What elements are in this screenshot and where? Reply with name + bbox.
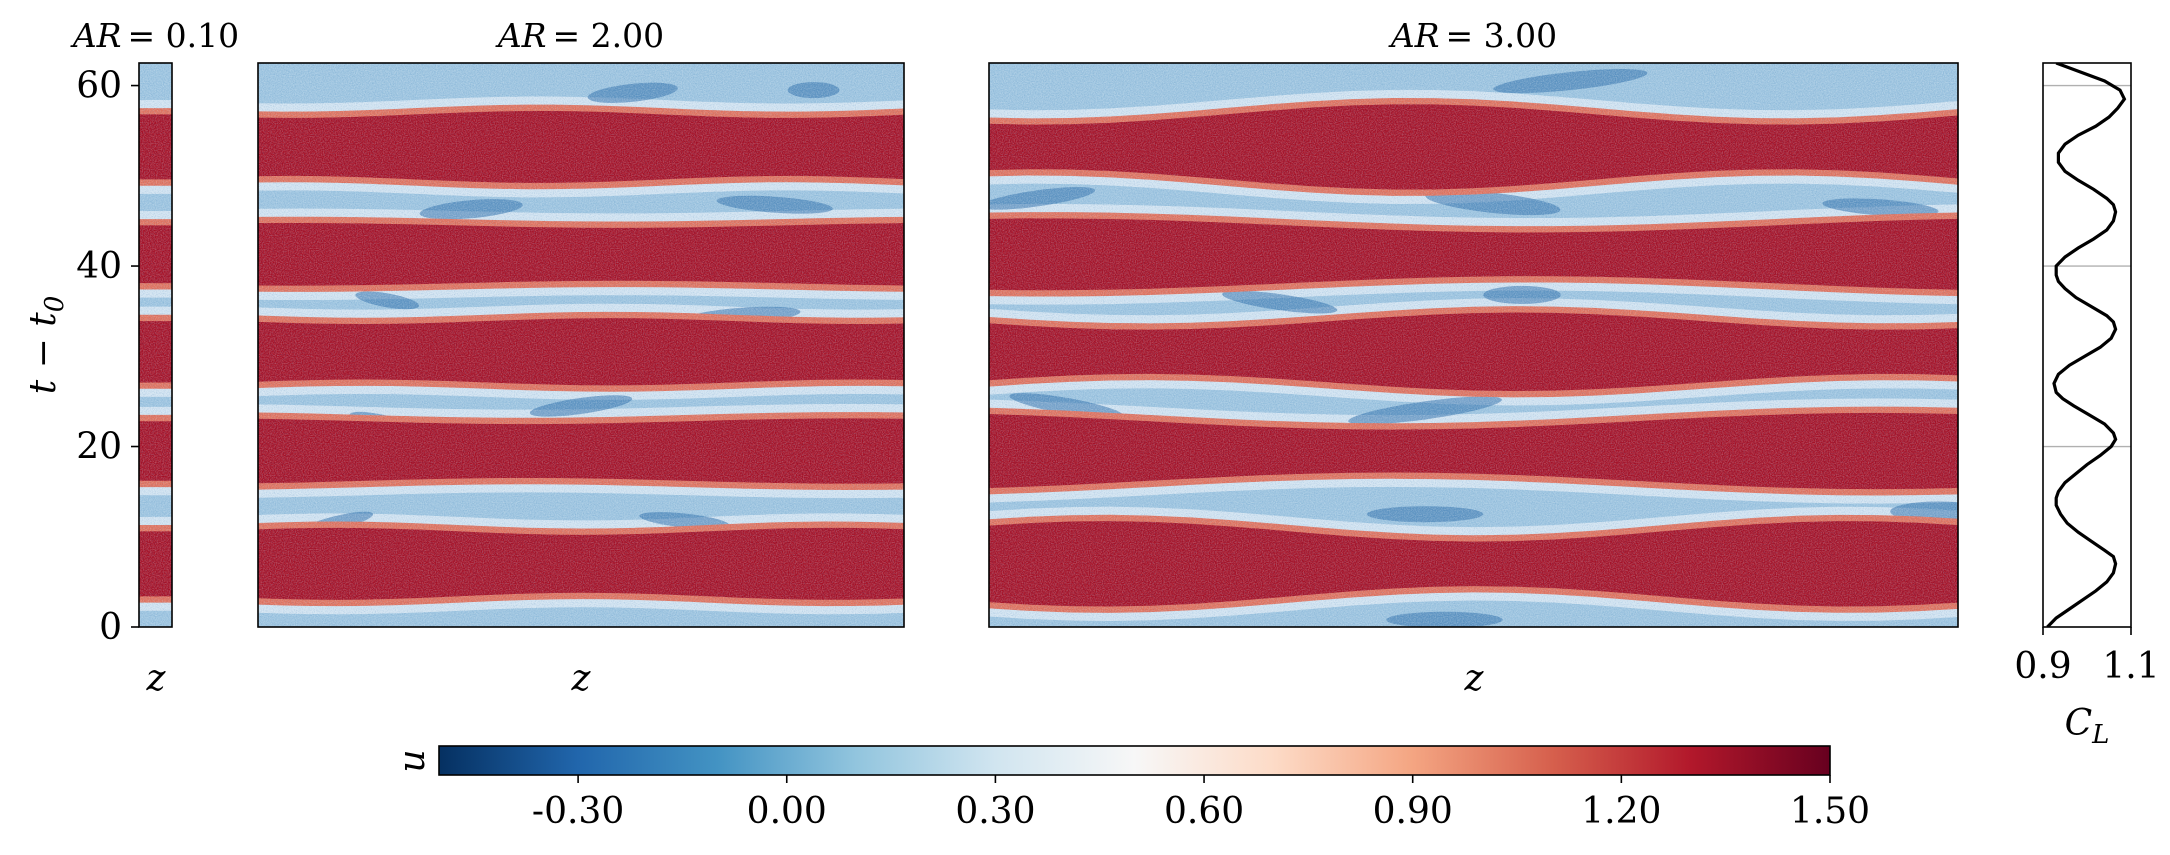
colorbar-tick-label: 0.60 xyxy=(1164,791,1244,832)
panel-2-xlabel: z xyxy=(571,658,592,699)
colorbar-label: u xyxy=(392,749,433,772)
colorbar-tick-label: 1.50 xyxy=(1790,791,1870,832)
panel-ar-3.00: AR = 3.00 z xyxy=(988,16,1959,699)
panel-1-frame xyxy=(138,62,173,628)
colorbar-bar xyxy=(438,745,1831,776)
colorbar: u -0.30 0.00 0.30 0.60 0.90 1.20 1.50 xyxy=(392,745,1870,832)
panel-3-title-var: AR xyxy=(1388,16,1440,55)
heatmap-ar-0.10 xyxy=(139,63,172,627)
colorbar-tick-label: 1.20 xyxy=(1581,791,1661,832)
panel-2-frame xyxy=(257,62,905,628)
panel-1-xlabel: z xyxy=(146,658,167,699)
cl-x-tick-label: 1.1 xyxy=(2102,646,2159,687)
panel-ar-0.10: AR = 0.10 0 20 40 60 z t − t0 xyxy=(23,16,239,699)
panel-4-frame xyxy=(2042,62,2132,628)
noise-overlay-dark xyxy=(139,63,172,627)
panel-1-title-value: = 0.10 xyxy=(128,16,240,55)
panel-3-frame xyxy=(988,62,1959,628)
panel-1-title: AR = 0.10 xyxy=(70,16,239,55)
y-tick-label: 40 xyxy=(76,246,122,287)
y-tick-label: 0 xyxy=(99,607,122,648)
panel-1-title-var: AR xyxy=(70,16,122,55)
colorbar-ticks: -0.30 0.00 0.30 0.60 0.90 1.20 1.50 xyxy=(532,775,1870,832)
cl-x-axis: 0.9 1.1 xyxy=(2014,627,2160,687)
noise-overlay-dark xyxy=(989,63,1958,627)
colorbar-tick-label: 0.90 xyxy=(1373,791,1453,832)
heatmap-ar-3.00 xyxy=(989,63,1958,627)
colorbar-tick-label: 0.30 xyxy=(955,791,1035,832)
panel-3-xlabel: z xyxy=(1464,658,1485,699)
cl-series-line xyxy=(2046,63,2127,627)
y-axis-label: t − t0 xyxy=(23,296,70,395)
colorbar-tick-label: -0.30 xyxy=(532,791,624,832)
colorbar-tick-label: 0.00 xyxy=(747,791,827,832)
y-tick-label: 20 xyxy=(76,427,122,468)
panel-3-title: AR = 3.00 xyxy=(1388,16,1557,55)
heatmap-ar-2.00 xyxy=(258,63,904,627)
panel-2-title-var: AR xyxy=(495,16,547,55)
panel-2-title-value: = 2.00 xyxy=(553,16,665,55)
y-tick-label: 60 xyxy=(76,66,122,107)
panel-2-title: AR = 2.00 xyxy=(495,16,664,55)
cl-x-tick-label: 0.9 xyxy=(2014,646,2071,687)
noise-overlay-dark xyxy=(258,63,904,627)
cl-xlabel: CL xyxy=(2065,703,2110,750)
panel-lift-coefficient: 0.9 1.1 CL xyxy=(2014,62,2160,750)
panel-ar-2.00: AR = 2.00 z xyxy=(257,16,905,699)
y-axis: 0 20 40 60 xyxy=(76,66,139,648)
panel-3-title-value: = 3.00 xyxy=(1446,16,1558,55)
